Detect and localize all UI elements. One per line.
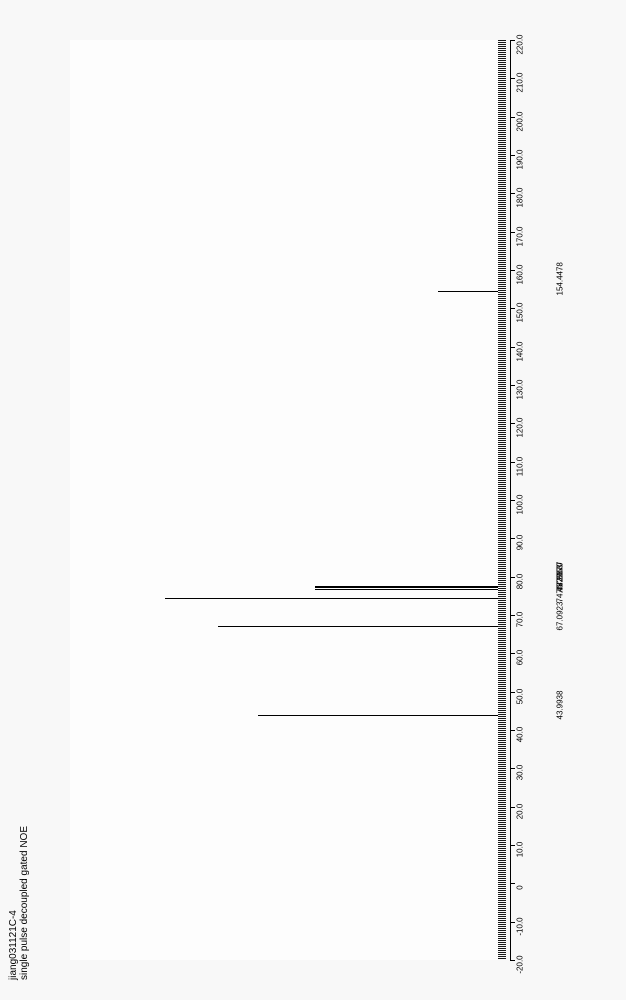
axis-tick-label: 60.0 [516,650,525,666]
axis-tick-label: 100.0 [516,494,525,514]
axis-tick-label: 10.0 [516,842,525,858]
peak-label: 43.9938 [556,690,565,719]
title-line1: jiang031121C-4 [8,826,19,980]
axis-tick-label: 160.0 [516,264,525,284]
axis-tick [510,692,515,693]
axis-tick-label: 150.0 [516,303,525,323]
axis-tick [510,347,515,348]
axis-tick-label: -10.0 [516,917,525,935]
spectrum-peak [315,586,498,587]
axis-tick [510,270,515,271]
peak-label: 67.0923 [556,602,565,631]
axis-tick-label: 70.0 [516,612,525,628]
axis-tick [510,653,515,654]
axis-tick-label: 200.0 [516,111,525,131]
axis-tick-label: 190.0 [516,149,525,169]
spectrum-peak [218,626,498,627]
plot-area [70,40,500,960]
axis-tick [510,232,515,233]
axis-tick-label: 220.0 [516,34,525,54]
axis-tick [510,615,515,616]
axis-tick-label: 30.0 [516,765,525,781]
axis-tick [510,922,515,923]
axis-tick [510,155,515,156]
spectrum-peak [258,715,498,716]
spectrum-peak [315,589,498,590]
axis-tick [510,883,515,884]
axis-tick-label: 80.0 [516,573,525,589]
axis-tick [510,385,515,386]
axis-tick [510,960,515,961]
axis-tick [510,845,515,846]
axis-tick-label: 120.0 [516,418,525,438]
axis-tick [510,538,515,539]
spectrum-peak [438,291,498,292]
axis-tick-label: 130.0 [516,379,525,399]
axis-tick [510,423,515,424]
spectrum-baseline [498,40,506,960]
peak-label: 154.4478 [556,262,565,295]
axis-tick [510,807,515,808]
axis-tick [510,500,515,501]
axis-tick [510,308,515,309]
axis-tick-label: 170.0 [516,226,525,246]
spectrum-peak [315,587,498,588]
axis-tick [510,768,515,769]
title-block: jiang031121C-4 single pulse decoupled ga… [8,826,30,980]
axis-tick [510,40,515,41]
axis-tick [510,462,515,463]
axis-tick [510,577,515,578]
axis-tick-label: 140.0 [516,341,525,361]
axis-tick [510,117,515,118]
axis-tick [510,730,515,731]
axis-tick-label: 20.0 [516,803,525,819]
nmr-page: jiang031121C-4 single pulse decoupled ga… [0,0,626,1000]
axis-tick-label: 40.0 [516,727,525,743]
axis-tick-label: 110.0 [516,456,525,475]
axis-tick-label: 90.0 [516,535,525,551]
axis-tick-label: -20.0 [516,955,525,973]
peak-label: 77.6377 [556,561,565,590]
title-line2: single pulse decoupled gated NOE [19,826,30,980]
axis-tick [510,78,515,79]
axis-tick-label: 0 [516,886,525,890]
spectrum-peak [165,598,498,599]
axis-tick [510,193,515,194]
axis-tick-label: 50.0 [516,688,525,704]
axis-tick-label: 210.0 [516,73,525,93]
axis-tick-label: 180.0 [516,188,525,208]
